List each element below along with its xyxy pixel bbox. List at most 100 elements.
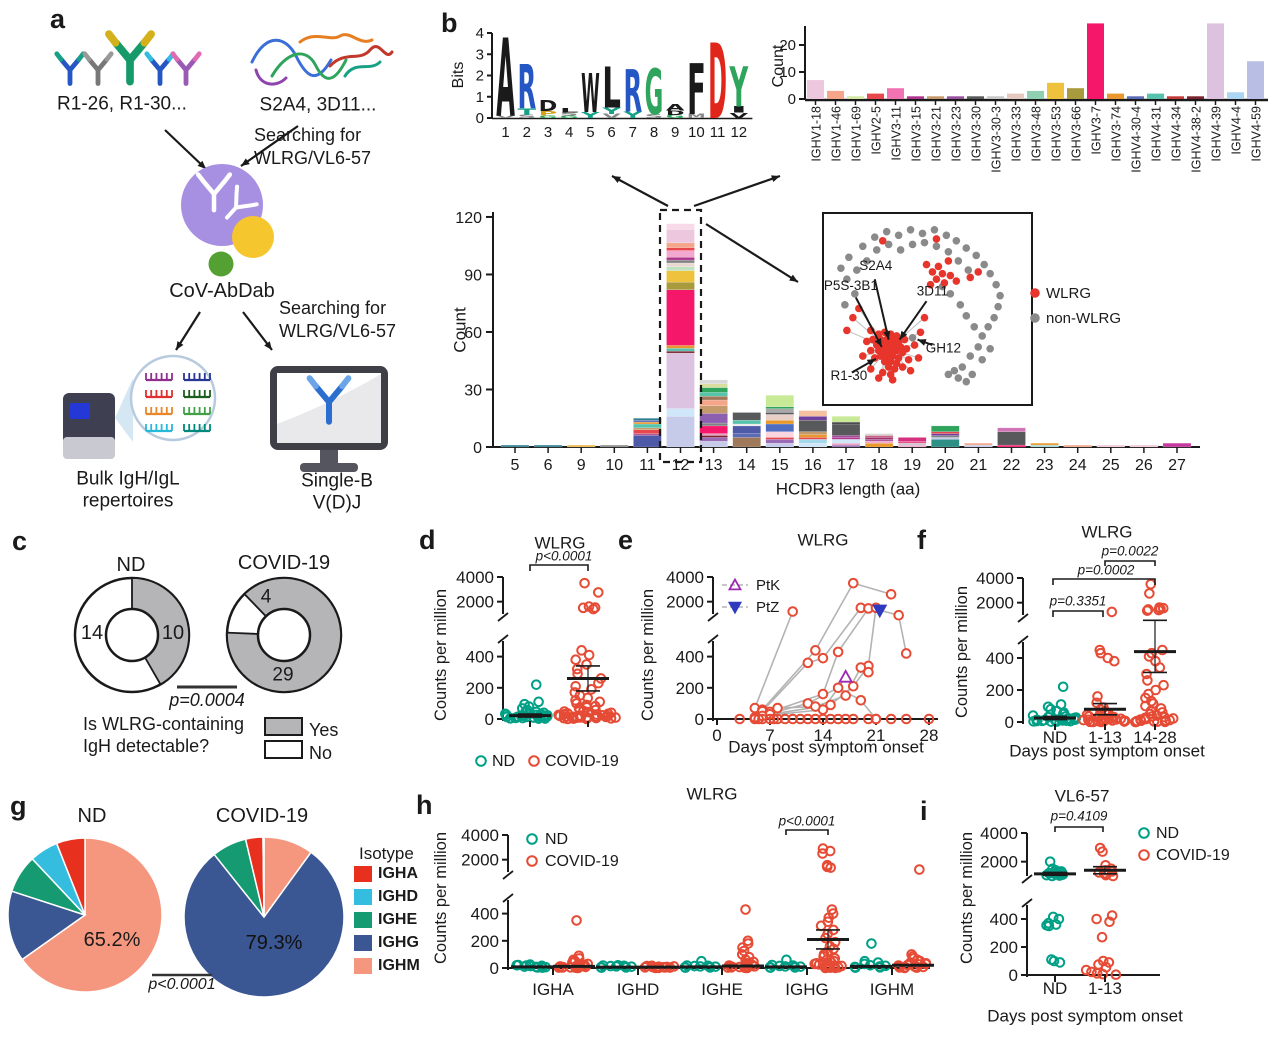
svg-text:ND: ND xyxy=(492,753,515,770)
svg-text:21: 21 xyxy=(970,457,988,474)
svg-text:P: P xyxy=(539,111,560,117)
bulk-label-line1: Bulk IgH/IgL xyxy=(76,468,180,490)
svg-text:400: 400 xyxy=(990,910,1018,929)
search-bottom-line1: Searching for xyxy=(279,298,387,318)
svg-text:200: 200 xyxy=(990,938,1018,957)
donut-covid-no-count: 4 xyxy=(260,586,272,608)
svg-text:5: 5 xyxy=(511,457,520,474)
svg-text:9: 9 xyxy=(577,457,586,474)
svg-text:13: 13 xyxy=(705,457,723,474)
svg-text:R1-30: R1-30 xyxy=(830,368,867,383)
isotype-legend-ighg: IGHG xyxy=(378,934,419,951)
svg-text:Y: Y xyxy=(578,110,603,120)
isotype-legend-title: Isotype xyxy=(359,844,414,863)
panel-h-pvalue: p<0.0001 xyxy=(778,813,836,829)
single-label-line1: Single-B xyxy=(301,470,373,492)
svg-text:ND: ND xyxy=(1043,979,1068,998)
svg-text:120: 120 xyxy=(455,210,482,227)
svg-text:IGHV4-38-2: IGHV4-38-2 xyxy=(1190,106,1204,173)
search-top-line2: WLRG/VL6-57 xyxy=(254,148,372,168)
svg-text:4: 4 xyxy=(565,124,573,141)
svg-text:I: I xyxy=(729,106,748,116)
panel-i-pvalue: p=0.4109 xyxy=(1050,808,1108,824)
svg-text:G: G xyxy=(539,115,558,119)
bulk-label-line2: repertoires xyxy=(82,490,174,512)
panel-e-timecourse: 0 200 400 2000 4000 0 7 14 21 28 PtK PtZ xyxy=(666,568,938,745)
svg-text:IGHV4-59: IGHV4-59 xyxy=(1250,106,1264,162)
svg-text:0: 0 xyxy=(476,110,484,127)
svg-text:23: 23 xyxy=(1036,457,1054,474)
svg-text:24: 24 xyxy=(1069,457,1087,474)
svg-text:20: 20 xyxy=(936,457,954,474)
svg-text:19: 19 xyxy=(903,457,921,474)
svg-text:17: 17 xyxy=(837,457,855,474)
panel-d-scatter: 0 200 400 2000 4000 ND COVID-19 xyxy=(456,564,621,770)
svg-text:15: 15 xyxy=(771,457,789,474)
svg-text:Y: Y xyxy=(729,55,749,119)
search-top-line1: Searching for xyxy=(254,125,362,145)
single-label-line2: V(D)J xyxy=(312,492,362,514)
svg-text:IGHD: IGHD xyxy=(617,980,660,999)
svg-text:30: 30 xyxy=(464,382,482,399)
svg-text:non-WLRG: non-WLRG xyxy=(1046,310,1121,327)
svg-text:PtZ: PtZ xyxy=(756,599,779,616)
svg-text:Y: Y xyxy=(621,111,644,121)
panel-i-title: VL6-57 xyxy=(1054,786,1110,806)
svg-text:4: 4 xyxy=(476,25,484,42)
database-label: CoV-AbDab xyxy=(169,280,275,302)
svg-text:P5S-3B1: P5S-3B1 xyxy=(824,278,878,293)
svg-text:10: 10 xyxy=(688,124,705,141)
svg-text:1-13: 1-13 xyxy=(1088,728,1122,747)
panel-label-f: f xyxy=(917,525,926,555)
logo-ylabel: Bits xyxy=(450,61,467,89)
hcdr3-ylabel: Count xyxy=(450,307,470,353)
svg-text:IGHV3-48: IGHV3-48 xyxy=(1030,106,1044,162)
svg-text:IGHV3-30: IGHV3-30 xyxy=(970,106,984,162)
sequencer-icon xyxy=(63,354,217,459)
svg-text:Y: Y xyxy=(599,107,622,117)
svg-text:COVID-19: COVID-19 xyxy=(545,753,619,770)
svg-text:T: T xyxy=(517,108,536,118)
svg-text:0: 0 xyxy=(485,710,494,729)
svg-text:IGHV2-5: IGHV2-5 xyxy=(870,106,884,155)
donut-nd-yes-count: 10 xyxy=(161,622,185,644)
svg-text:PtK: PtK xyxy=(756,577,780,594)
svg-text:IGHV4-4: IGHV4-4 xyxy=(1230,106,1244,155)
isotype-pie-charts xyxy=(7,836,372,998)
svg-text:G: G xyxy=(560,115,579,119)
svg-text:27: 27 xyxy=(1168,457,1186,474)
svg-text:0: 0 xyxy=(1009,966,1018,985)
svg-text:1: 1 xyxy=(501,124,509,141)
svg-text:0: 0 xyxy=(695,710,704,729)
svg-text:D: D xyxy=(708,23,727,143)
svg-text:18: 18 xyxy=(870,457,888,474)
svg-text:IGHV4-34: IGHV4-34 xyxy=(1170,106,1184,162)
panel-f-pvalue-2: p=0.0002 xyxy=(1077,562,1135,578)
panel-i-ylabel: Counts per million xyxy=(957,831,976,965)
svg-text:1: 1 xyxy=(476,89,484,106)
svg-text:4000: 4000 xyxy=(456,568,494,587)
protein-structure-icon xyxy=(250,33,394,86)
panel-label-g: g xyxy=(10,791,27,821)
svg-text:2000: 2000 xyxy=(976,594,1014,613)
svg-text:WLRG: WLRG xyxy=(1046,285,1091,302)
svg-text:S: S xyxy=(517,114,536,120)
panel-label-d: d xyxy=(419,525,436,555)
svg-text:2000: 2000 xyxy=(980,853,1018,872)
svg-text:4000: 4000 xyxy=(666,568,704,587)
svg-text:3: 3 xyxy=(544,124,552,141)
panel-label-c: c xyxy=(12,526,28,556)
structure-label: S2A4, 3D11... xyxy=(259,94,377,116)
antibody-set-label: R1-26, R1-30... xyxy=(57,93,187,115)
isotype-legend-ighe: IGHE xyxy=(378,911,418,928)
svg-text:M: M xyxy=(687,114,706,120)
svg-text:8: 8 xyxy=(650,124,658,141)
panel-c-question-line1: Is WLRG-containing xyxy=(83,714,245,734)
monitor-icon xyxy=(270,366,388,472)
svg-text:4000: 4000 xyxy=(976,569,1014,588)
panel-e-title: WLRG xyxy=(797,530,849,550)
svg-text:7: 7 xyxy=(765,726,774,745)
search-bottom-line2: WLRG/VL6-57 xyxy=(279,321,397,341)
vgene-ylabel: Count xyxy=(770,44,787,88)
